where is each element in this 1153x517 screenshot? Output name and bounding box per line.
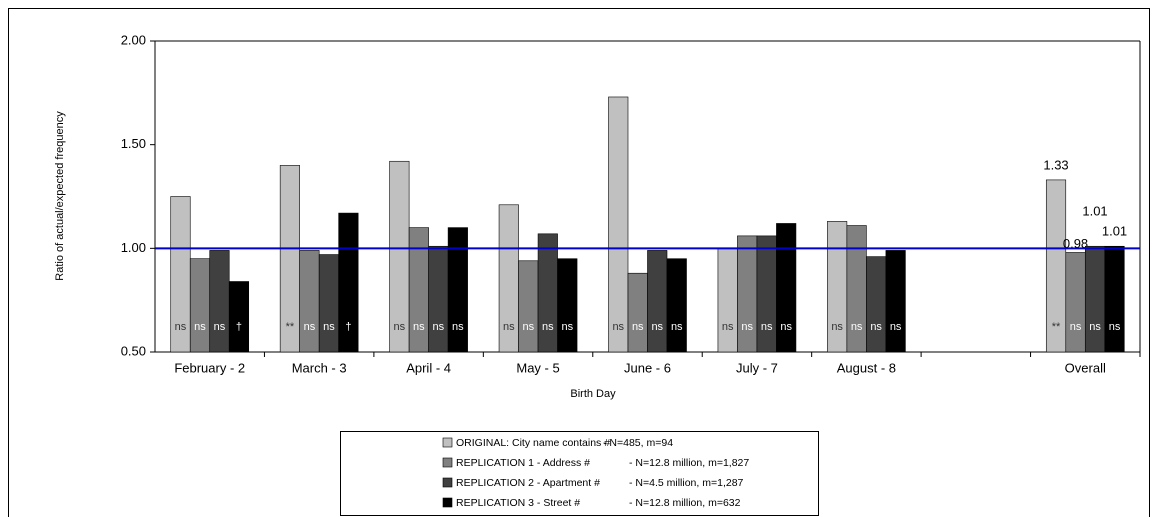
bar: [1065, 252, 1086, 353]
y-tick-label: 2.00: [121, 32, 146, 47]
bar: [228, 281, 250, 353]
bar: [1084, 245, 1106, 353]
bar: [666, 258, 687, 353]
significance-label: †: [345, 321, 351, 333]
significance-label: ns: [304, 321, 316, 333]
bar: [866, 256, 887, 353]
bar: [756, 235, 777, 353]
bar: [627, 272, 648, 353]
bar: [557, 258, 578, 353]
significance-label: ns: [741, 321, 753, 333]
significance-label: ns: [780, 321, 792, 333]
bar: [737, 235, 758, 353]
y-tick-label: 1.00: [121, 240, 146, 255]
x-tick-label: March - 3: [292, 360, 347, 375]
significance-label: †: [236, 321, 242, 333]
significance-label: ns: [433, 321, 445, 333]
significance-label: ns: [542, 321, 554, 333]
bar: [608, 96, 629, 353]
bar: [189, 258, 211, 353]
bar: [299, 250, 320, 353]
significance-label: ns: [632, 321, 644, 333]
significance-label: ns: [1109, 321, 1121, 333]
legend-swatch: [442, 437, 453, 448]
legend: [340, 431, 819, 516]
bar: [647, 250, 668, 353]
significance-label: ns: [612, 321, 624, 333]
significance-label: ns: [722, 321, 734, 333]
significance-label: ns: [323, 321, 335, 333]
bar: [209, 250, 230, 353]
significance-label: ns: [651, 321, 663, 333]
legend-swatch: [442, 477, 453, 488]
bar: [428, 245, 449, 353]
legend-note: - N=12.8 million, m=1,827: [629, 457, 749, 469]
bar: [318, 254, 339, 353]
bar: [885, 250, 906, 353]
bar: [846, 225, 867, 353]
y-axis-label: Ratio of actual/expected frequency: [54, 111, 66, 281]
x-tick-label: June - 6: [624, 360, 671, 375]
significance-label: ns: [413, 321, 425, 333]
bar: [717, 248, 738, 353]
significance-label: ns: [831, 321, 843, 333]
x-tick-label: April - 4: [406, 360, 451, 375]
significance-label: ns: [851, 321, 863, 333]
significance-label: ns: [870, 321, 882, 333]
value-label: 0.98: [1063, 236, 1088, 251]
x-tick-label: July - 7: [736, 360, 778, 375]
bar: [447, 227, 468, 353]
significance-label: ns: [761, 321, 773, 333]
x-tick-label: May - 5: [516, 360, 559, 375]
significance-label: ns: [175, 321, 187, 333]
x-tick-label: Overall: [1065, 360, 1106, 375]
legend-label: REPLICATION 2 - Apartment #: [456, 477, 600, 489]
legend-label: REPLICATION 1 - Address #: [456, 457, 590, 469]
value-label: 1.01: [1082, 204, 1107, 219]
legend-swatch: [442, 457, 453, 468]
significance-label: ns: [890, 321, 902, 333]
significance-label: ns: [394, 321, 406, 333]
significance-label: **: [286, 321, 295, 333]
y-tick-label: 0.50: [121, 343, 146, 358]
significance-label: ns: [1070, 321, 1082, 333]
y-tick-label: 1.50: [121, 136, 146, 151]
legend-swatch: [442, 497, 453, 508]
significance-label: **: [1052, 321, 1061, 333]
bar: [408, 227, 429, 353]
value-label: 1.01: [1102, 224, 1127, 239]
significance-label: ns: [671, 321, 683, 333]
x-tick-label: February - 2: [174, 360, 245, 375]
legend-label: ORIGINAL: City name contains #: [456, 437, 610, 449]
significance-label: ns: [1089, 321, 1101, 333]
bar: [518, 260, 539, 353]
chart-frame: [8, 8, 1150, 517]
significance-label: ns: [194, 321, 206, 333]
significance-label: ns: [522, 321, 534, 333]
bar: [776, 223, 797, 353]
legend-note: - N=485, m=94: [603, 437, 673, 449]
x-axis-label: Birth Day: [570, 388, 616, 400]
significance-label: ns: [452, 321, 464, 333]
x-tick-label: August - 8: [837, 360, 896, 375]
legend-note: - N=12.8 million, m=632: [629, 497, 741, 509]
significance-label: ns: [503, 321, 515, 333]
bar: [537, 233, 558, 353]
value-label: 1.33: [1043, 157, 1068, 172]
bar: [1104, 245, 1125, 353]
legend-label: REPLICATION 3 - Street #: [456, 497, 580, 509]
legend-note: - N=4.5 million, m=1,287: [629, 477, 744, 489]
significance-label: ns: [214, 321, 226, 333]
significance-label: ns: [561, 321, 573, 333]
